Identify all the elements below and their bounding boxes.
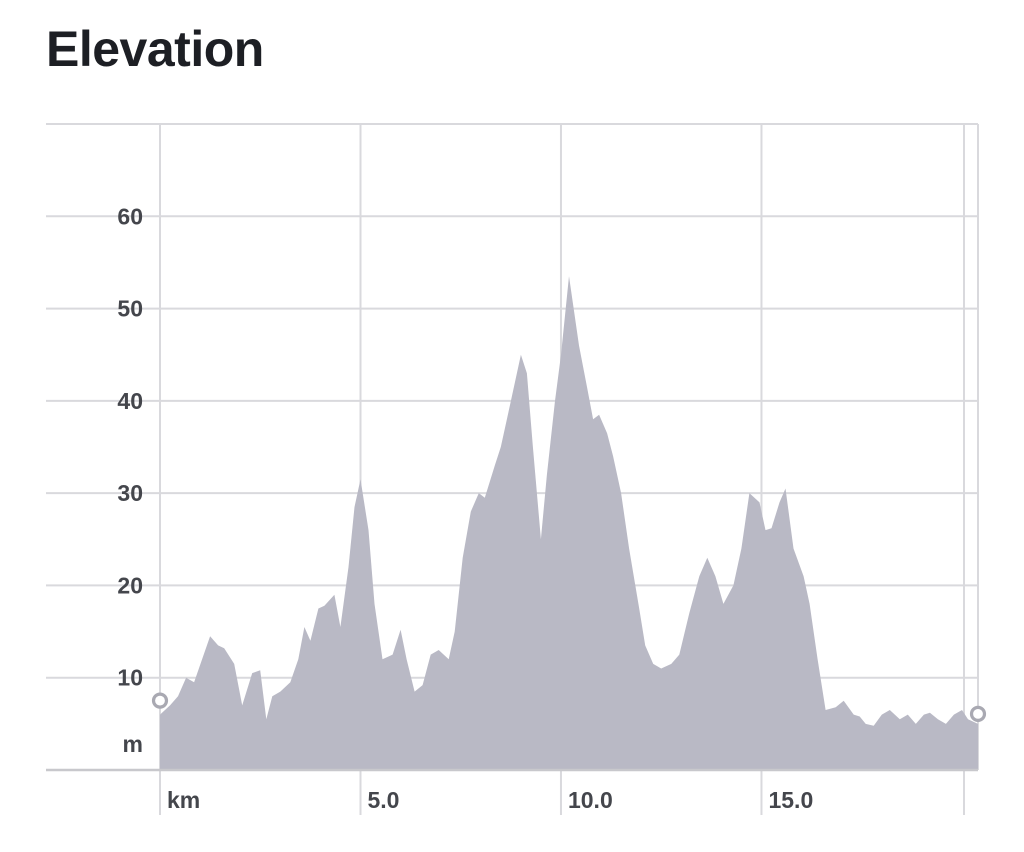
x-tick-label: 10.0 [568,787,613,813]
page-title: Elevation [46,21,264,77]
y-tick-label: 30 [117,480,143,506]
y-tick-label: 50 [117,296,143,322]
elevation-area [160,276,978,770]
x-tick-label: 5.0 [367,787,399,813]
y-tick-label: 10 [117,665,143,691]
route-end-marker[interactable] [969,705,987,722]
tick-labels: 10 20 30 40 50 60 m km 5.0 10.0 15.0 [117,203,813,813]
y-tick-label: 60 [117,203,143,229]
y-unit-label: m [123,731,143,757]
route-start-marker[interactable] [151,692,169,709]
y-tick-label: 20 [117,572,143,598]
x-tick-label: 15.0 [768,787,813,813]
x-unit-label: km [167,787,200,813]
y-tick-label: 40 [117,388,143,414]
